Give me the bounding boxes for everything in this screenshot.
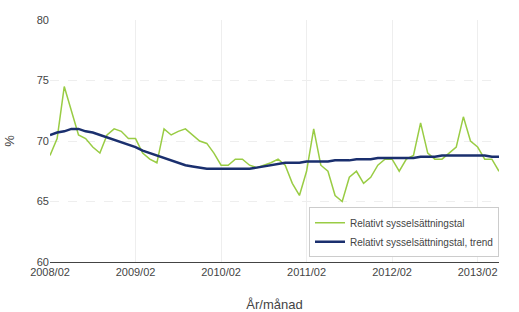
svg-text:År/månad: År/månad xyxy=(246,297,302,312)
svg-text:2011/02: 2011/02 xyxy=(287,266,326,278)
svg-text:75: 75 xyxy=(37,74,49,86)
svg-text:Relativt sysselsättningstal: Relativt sysselsättningstal xyxy=(350,218,465,229)
svg-text:70: 70 xyxy=(37,135,49,147)
svg-text:2008/02: 2008/02 xyxy=(30,266,70,278)
svg-text:2010/02: 2010/02 xyxy=(201,266,241,278)
svg-text:Relativt sysselsättningstal, t: Relativt sysselsättningstal, trend xyxy=(350,237,493,248)
svg-text:2009/02: 2009/02 xyxy=(116,266,156,278)
svg-text:65: 65 xyxy=(37,195,49,207)
svg-text:60: 60 xyxy=(37,256,49,268)
svg-text:2012/02: 2012/02 xyxy=(372,266,412,278)
svg-text:2013/02: 2013/02 xyxy=(458,266,498,278)
svg-text:80: 80 xyxy=(37,14,49,26)
svg-text:%: % xyxy=(2,135,17,147)
